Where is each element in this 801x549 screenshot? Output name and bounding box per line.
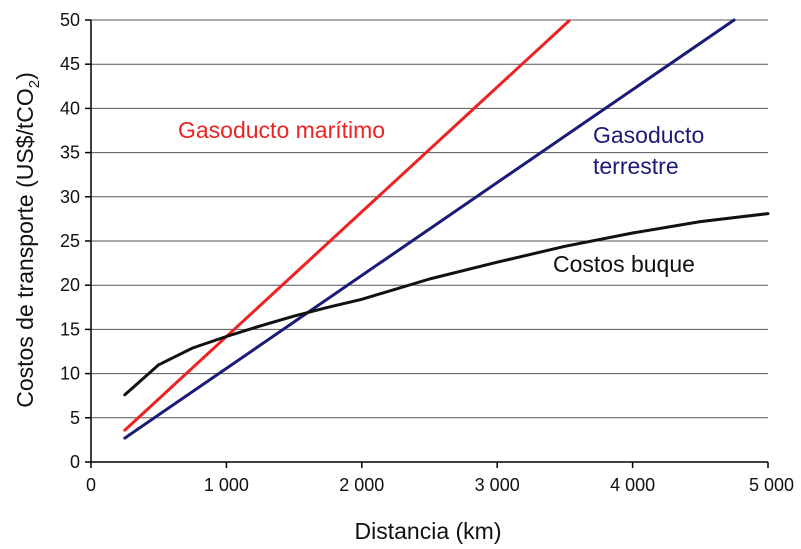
series-label-gasoducto-maritimo: Gasoducto marítimo bbox=[178, 117, 385, 143]
x-tick-label: 4 000 bbox=[610, 475, 655, 495]
y-tick-labels: 0 5 10 15 20 25 30 35 40 45 50 bbox=[60, 10, 80, 472]
y-tick-label: 30 bbox=[60, 187, 80, 207]
y-tick-label: 45 bbox=[60, 54, 80, 74]
y-axis-title: Costos de transporte (US$/tCO2) bbox=[12, 72, 43, 408]
x-tick-label: 0 bbox=[86, 475, 96, 495]
y-tick-label: 25 bbox=[60, 231, 80, 251]
y-axis-title-main: Costos de transporte (US$/tCO bbox=[12, 88, 38, 408]
series-label-costos-buque: Costos buque bbox=[553, 251, 695, 277]
gridlines bbox=[91, 19, 768, 419]
y-tick-label: 0 bbox=[70, 452, 80, 472]
series-label-gasoducto-terrestre-line1: Gasoducto bbox=[593, 122, 704, 148]
y-axis-title-suffix: ) bbox=[12, 72, 38, 80]
x-tick-label: 1 000 bbox=[204, 475, 249, 495]
y-tick-label: 40 bbox=[60, 98, 80, 118]
y-tick-label: 10 bbox=[60, 364, 80, 384]
series-line-1 bbox=[123, 18, 736, 440]
x-axis-title: Distancia (km) bbox=[355, 518, 502, 544]
x-tick-label: 5 000 bbox=[749, 475, 794, 495]
series-lines bbox=[123, 18, 770, 440]
series-line-0 bbox=[123, 19, 571, 432]
y-axis-title-subscript: 2 bbox=[26, 80, 43, 88]
y-tick-label: 5 bbox=[70, 408, 80, 428]
y-tick-label: 35 bbox=[60, 143, 80, 163]
axes bbox=[85, 19, 769, 468]
series-line-2 bbox=[123, 212, 770, 397]
x-tick-label: 3 000 bbox=[475, 475, 520, 495]
x-tick-label: 2 000 bbox=[339, 475, 384, 495]
y-tick-label: 20 bbox=[60, 275, 80, 295]
y-tick-label: 50 bbox=[60, 10, 80, 30]
x-tick-labels: 0 1 000 2 000 3 000 4 000 5 000 bbox=[86, 475, 794, 495]
series-label-gasoducto-terrestre-line2: terrestre bbox=[593, 153, 679, 179]
y-tick-label: 15 bbox=[60, 319, 80, 339]
